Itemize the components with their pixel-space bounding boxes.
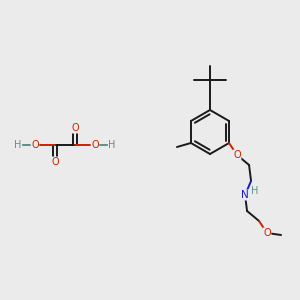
Text: O: O — [71, 123, 79, 133]
Text: O: O — [31, 140, 39, 150]
Text: N: N — [241, 190, 249, 200]
Text: O: O — [91, 140, 99, 150]
Text: O: O — [51, 157, 59, 167]
Text: H: H — [251, 186, 259, 196]
Text: H: H — [108, 140, 116, 150]
Text: O: O — [233, 150, 241, 160]
Text: H: H — [14, 140, 22, 150]
Text: O: O — [263, 228, 271, 238]
